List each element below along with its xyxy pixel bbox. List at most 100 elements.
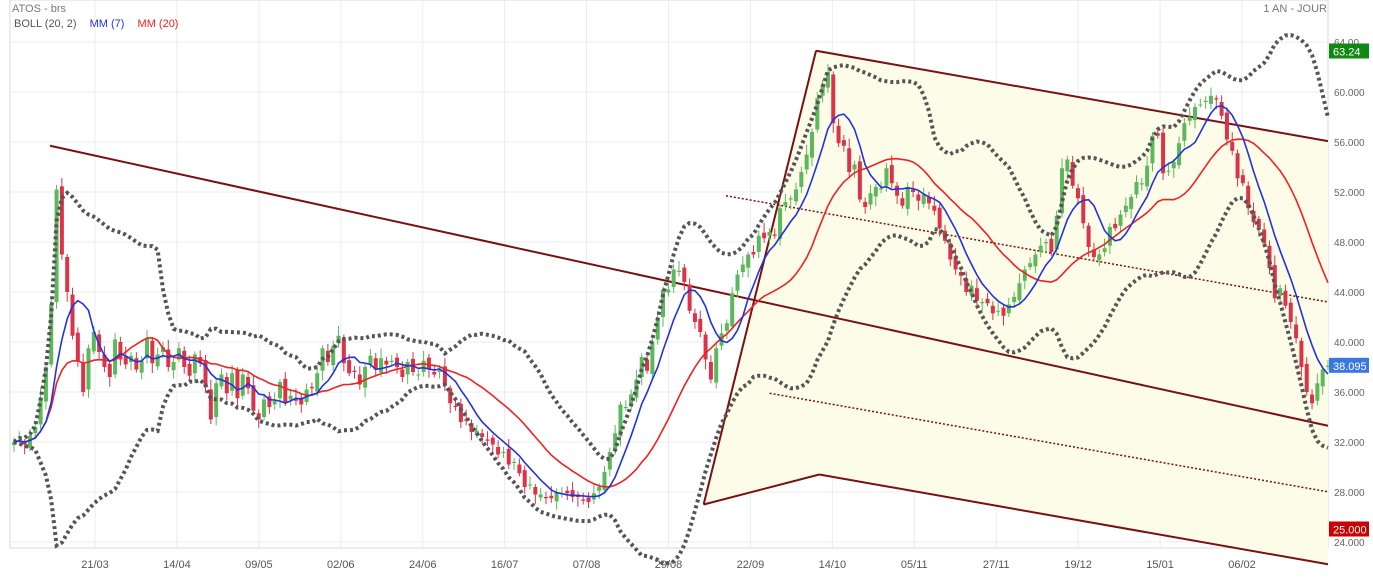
candle-body xyxy=(315,373,320,392)
candle-body xyxy=(490,437,495,445)
candle-body xyxy=(533,487,538,495)
candle-body xyxy=(889,165,894,184)
candle-body xyxy=(852,164,857,170)
candle-body xyxy=(1294,324,1299,339)
x-tick-label: 16/07 xyxy=(491,559,519,571)
candle-body xyxy=(597,487,602,491)
candle-body xyxy=(187,363,192,376)
legend-boll[interactable]: BOLL (20, 2) xyxy=(14,18,77,30)
legend-mm7[interactable]: MM (7) xyxy=(89,18,125,30)
candle-body xyxy=(118,342,123,360)
candle-body xyxy=(1278,288,1283,296)
candle-body xyxy=(687,284,692,311)
candle-body xyxy=(1230,142,1235,151)
candle-body xyxy=(1086,225,1091,247)
pitchfork-lower-tine xyxy=(819,473,1329,566)
candle-body xyxy=(1288,302,1293,322)
candle-body xyxy=(724,323,729,331)
candle-body xyxy=(916,194,921,201)
candle-body xyxy=(1113,223,1118,229)
candle-body xyxy=(400,369,405,377)
candle-body xyxy=(1070,162,1075,186)
candle-body xyxy=(623,407,628,408)
candle-body xyxy=(1017,283,1022,301)
candle-body xyxy=(873,187,878,197)
candle-body xyxy=(347,360,352,374)
candle-body xyxy=(1272,265,1277,299)
legend-mm20[interactable]: MM (20) xyxy=(137,18,179,30)
candle-body xyxy=(740,264,745,272)
candle-body xyxy=(895,185,900,196)
candle-body xyxy=(256,413,261,420)
candle-body xyxy=(847,148,852,172)
candle-body xyxy=(267,396,272,407)
candle-body xyxy=(230,373,235,391)
x-tick-label: 14/10 xyxy=(819,559,847,571)
candle-body xyxy=(416,374,421,376)
candle-body xyxy=(373,358,378,370)
candle-body xyxy=(602,472,607,491)
y-tick-label: 40.000 xyxy=(1334,338,1365,349)
candle-body xyxy=(1033,254,1038,267)
candle-body xyxy=(1187,117,1192,121)
candle-body xyxy=(341,338,346,364)
candle-body xyxy=(395,357,400,367)
candle-body xyxy=(38,398,43,425)
candle-body xyxy=(272,400,277,405)
candle-body xyxy=(1065,159,1070,172)
candle-body xyxy=(1091,249,1096,257)
candle-body xyxy=(432,372,437,375)
candle-body xyxy=(1198,104,1203,106)
candle-body xyxy=(485,439,490,441)
candle-body xyxy=(262,399,267,417)
candle-body xyxy=(150,340,155,364)
candle-body xyxy=(682,267,687,282)
candle-body xyxy=(512,462,517,463)
candle-body xyxy=(123,356,128,365)
candle-body xyxy=(1182,123,1187,141)
candle-body xyxy=(22,442,27,445)
candle-body xyxy=(735,274,740,291)
candle-body xyxy=(762,232,767,239)
candle-body xyxy=(543,497,548,499)
x-tick-label: 24/06 xyxy=(409,559,437,571)
candle-body xyxy=(384,360,389,365)
price-badge-last: 38.095 xyxy=(1333,361,1367,373)
x-tick-label: 07/08 xyxy=(573,559,601,571)
candle-body xyxy=(208,389,213,420)
candle-body xyxy=(730,293,735,327)
candle-body xyxy=(613,433,618,450)
candle-body xyxy=(1326,365,1330,367)
price-badge-last-bg xyxy=(1329,357,1369,373)
x-tick-label: 09/05 xyxy=(245,559,273,571)
candle-body xyxy=(1118,214,1123,226)
candle-body xyxy=(155,354,160,367)
candle-body xyxy=(836,125,841,144)
candle-body xyxy=(1102,248,1107,252)
candle-body xyxy=(357,374,362,385)
timeframe-label[interactable]: 1 AN - JOUR xyxy=(1263,3,1327,15)
candle-body xyxy=(794,189,799,202)
candle-body xyxy=(974,288,979,301)
price-badge-high-bg xyxy=(1329,43,1369,59)
pitchfork-base xyxy=(703,473,820,506)
symbol-title: ATOS - brs xyxy=(12,3,66,15)
candle-body xyxy=(607,452,612,470)
candle-body xyxy=(299,397,304,405)
candle-body xyxy=(1193,107,1198,121)
candle-body xyxy=(1283,290,1288,306)
candle-body xyxy=(389,360,394,362)
pitchfork-half-line xyxy=(769,392,1329,493)
candle-body xyxy=(469,423,474,432)
x-tick-label: 14/04 xyxy=(163,559,191,571)
candle-body xyxy=(517,464,522,474)
pitchfork-half-line xyxy=(725,195,1329,303)
candle-body xyxy=(958,272,963,276)
candle-body xyxy=(1049,238,1054,252)
candle-body xyxy=(767,232,772,236)
candle-body xyxy=(368,355,373,365)
candle-body xyxy=(1262,229,1267,244)
candle-body xyxy=(27,435,32,448)
